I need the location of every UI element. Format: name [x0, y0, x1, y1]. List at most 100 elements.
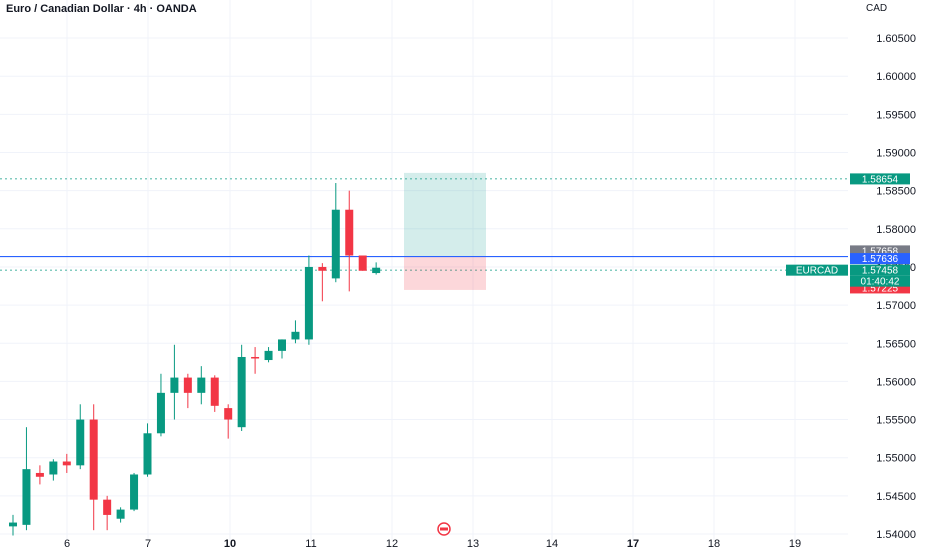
candle	[62, 453, 71, 473]
candle-body	[183, 377, 192, 393]
symbol-tag-bg	[786, 264, 848, 276]
candle-body	[9, 522, 17, 527]
candle-body	[116, 509, 125, 519]
candle	[372, 262, 381, 275]
price-label-bg	[850, 253, 910, 265]
price-tick-label: 1.60000	[876, 71, 916, 83]
candle	[9, 514, 17, 536]
candle-body	[89, 419, 98, 500]
price-label-bg	[850, 173, 910, 185]
candle	[210, 375, 219, 412]
candle-body	[76, 419, 85, 466]
candle-body	[331, 209, 340, 279]
candle	[35, 465, 44, 485]
candle	[264, 347, 273, 363]
candle	[89, 404, 98, 531]
price-tick-label: 1.55500	[876, 415, 916, 427]
price-tick-label: 1.59500	[876, 109, 916, 121]
event-marker-flag	[440, 527, 448, 531]
candle-body	[210, 377, 219, 406]
candle	[183, 373, 192, 409]
candle	[251, 347, 260, 374]
candle-body	[143, 433, 152, 475]
candle	[130, 472, 139, 512]
loss-zone[interactable]	[404, 256, 486, 290]
countdown-bg	[850, 275, 910, 287]
symbol-title: Euro / Canadian Dollar · 4h · OANDA	[6, 3, 197, 15]
price-tick-label: 1.55000	[876, 453, 916, 465]
candle	[170, 344, 179, 420]
profit-zone[interactable]	[404, 172, 486, 257]
candle-body	[49, 461, 58, 475]
price-tick-label: 1.60500	[876, 33, 916, 45]
candle-body	[103, 499, 112, 515]
price-label-bg	[850, 264, 910, 276]
currency-label: CAD	[866, 3, 888, 14]
price-tick-label: 1.58000	[876, 224, 916, 236]
time-tick-label: 6	[64, 538, 70, 550]
candle	[197, 366, 206, 405]
time-tick-label: 10	[224, 538, 236, 550]
price-label-bg	[850, 245, 910, 257]
time-tick-label: 13	[467, 538, 479, 550]
time-tick-label: 11	[305, 538, 316, 550]
candle	[103, 495, 112, 531]
candle-body	[251, 356, 260, 359]
candle-body	[358, 255, 367, 271]
price-label-bg	[850, 282, 910, 294]
candle	[156, 373, 165, 437]
candle-body	[264, 350, 273, 361]
candle-body	[170, 377, 179, 393]
candle-body	[345, 209, 354, 256]
candle-body	[291, 331, 300, 340]
price-label: 1.58654	[862, 174, 899, 185]
candle	[143, 423, 152, 477]
candle-body	[304, 266, 313, 340]
candle-body	[224, 408, 233, 420]
candle-body	[237, 356, 246, 428]
time-tick-label: 12	[386, 538, 398, 550]
time-tick-label: 14	[546, 538, 558, 550]
price-tick-label: 1.57000	[876, 300, 916, 312]
candle	[116, 507, 125, 523]
symbol-tag: EURCAD	[796, 266, 838, 277]
time-tick-label: 17	[627, 538, 639, 550]
candle-body	[35, 472, 44, 477]
candle-body	[130, 474, 139, 510]
time-tick-label: 7	[145, 538, 151, 550]
time-tick-label: 18	[708, 538, 720, 550]
price-label: 1.57225	[862, 283, 899, 294]
event-marker-icon[interactable]	[437, 522, 451, 536]
price-tick-label: 1.54000	[876, 529, 916, 541]
candle	[331, 183, 340, 283]
price-tick-label: 1.59000	[876, 148, 916, 160]
candle	[49, 459, 58, 481]
candle	[318, 263, 327, 302]
price-tick-label: 1.54500	[876, 491, 916, 503]
candle	[291, 320, 300, 344]
candle	[224, 404, 233, 439]
candle-body	[22, 469, 31, 525]
price-tick-label: 1.56500	[876, 338, 916, 350]
candle-body	[197, 377, 206, 393]
price-label: 1.57658	[862, 246, 899, 257]
price-label: 1.57458	[862, 266, 899, 277]
time-tick-label: 19	[789, 538, 801, 550]
candle-body	[156, 392, 165, 434]
candle-body	[62, 461, 71, 466]
price-tick-label: 1.58500	[876, 186, 916, 198]
candle	[345, 190, 354, 292]
candle-body	[318, 266, 327, 271]
countdown-label: 01:40:42	[861, 277, 900, 288]
candle	[76, 404, 85, 470]
candle	[358, 255, 367, 271]
candle-body	[278, 339, 286, 351]
candle	[304, 255, 313, 345]
price-label: 1.57636	[862, 254, 899, 265]
candle	[278, 339, 286, 359]
candle	[237, 344, 246, 431]
price-tick-label: 1.56000	[876, 376, 916, 388]
candle	[22, 427, 31, 531]
